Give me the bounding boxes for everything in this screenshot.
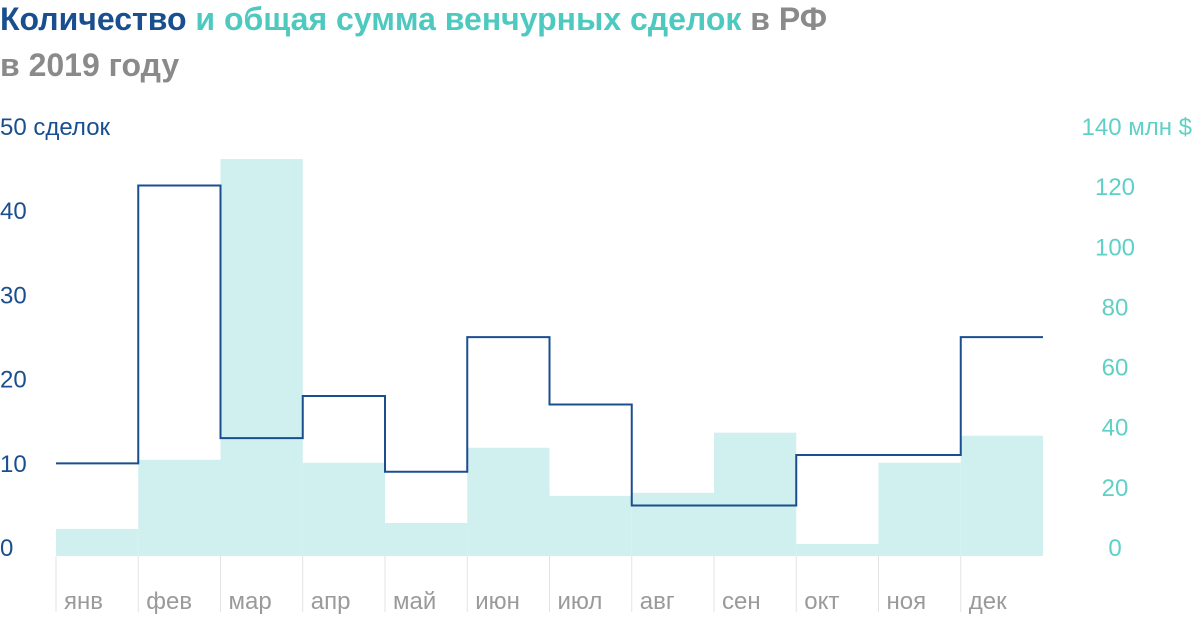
bar xyxy=(631,492,714,556)
y2-tick-label: 100 xyxy=(1095,234,1135,261)
bar xyxy=(960,435,1043,556)
bar xyxy=(56,528,139,556)
x-tick-label: июн xyxy=(475,588,520,615)
bar xyxy=(878,462,961,556)
y2-tick-label: 40 xyxy=(1102,415,1129,442)
bar xyxy=(385,522,468,556)
y2-tick-label: 140 млн $ xyxy=(1082,114,1192,141)
bar xyxy=(549,495,632,556)
x-tick-label: фев xyxy=(146,588,192,615)
x-tick-label: июл xyxy=(558,588,603,615)
y2-tick-label: 20 xyxy=(1102,475,1129,502)
y2-tick-label: 120 xyxy=(1095,174,1135,201)
y-tick-label: 40 xyxy=(0,198,27,225)
bar xyxy=(714,432,797,556)
y-tick-label: 20 xyxy=(0,367,27,394)
y-tick-label: 30 xyxy=(0,282,27,309)
title-part: Количество xyxy=(0,1,187,37)
chart-title: в 2019 году xyxy=(0,47,179,83)
y-tick-label: 0 xyxy=(0,535,13,562)
bar xyxy=(220,159,303,557)
x-tick-label: окт xyxy=(804,588,839,615)
x-tick-label: апр xyxy=(311,588,351,615)
bar xyxy=(138,459,221,556)
y2-tick-label: 80 xyxy=(1102,294,1129,321)
chart-title: Количество и общая сумма венчурных сдело… xyxy=(0,1,827,37)
x-tick-label: дек xyxy=(969,588,1007,615)
x-tick-label: май xyxy=(393,588,436,615)
bar xyxy=(796,543,879,556)
title-part: в РФ xyxy=(750,1,827,37)
x-tick-label: мар xyxy=(229,588,272,615)
y2-tick-label: 60 xyxy=(1102,355,1129,382)
bar xyxy=(302,462,385,556)
y-tick-label: 50 сделок xyxy=(0,114,111,141)
x-tick-label: авг xyxy=(640,588,675,615)
y-tick-label: 10 xyxy=(0,451,27,478)
bar xyxy=(467,447,550,556)
title-part: и общая сумма венчурных сделок xyxy=(195,1,742,37)
x-tick-label: сен xyxy=(722,588,761,615)
x-tick-label: ноя xyxy=(887,588,927,615)
step-line xyxy=(56,184,1043,507)
x-tick-label: янв xyxy=(64,588,103,615)
y2-tick-label: 0 xyxy=(1108,535,1121,562)
